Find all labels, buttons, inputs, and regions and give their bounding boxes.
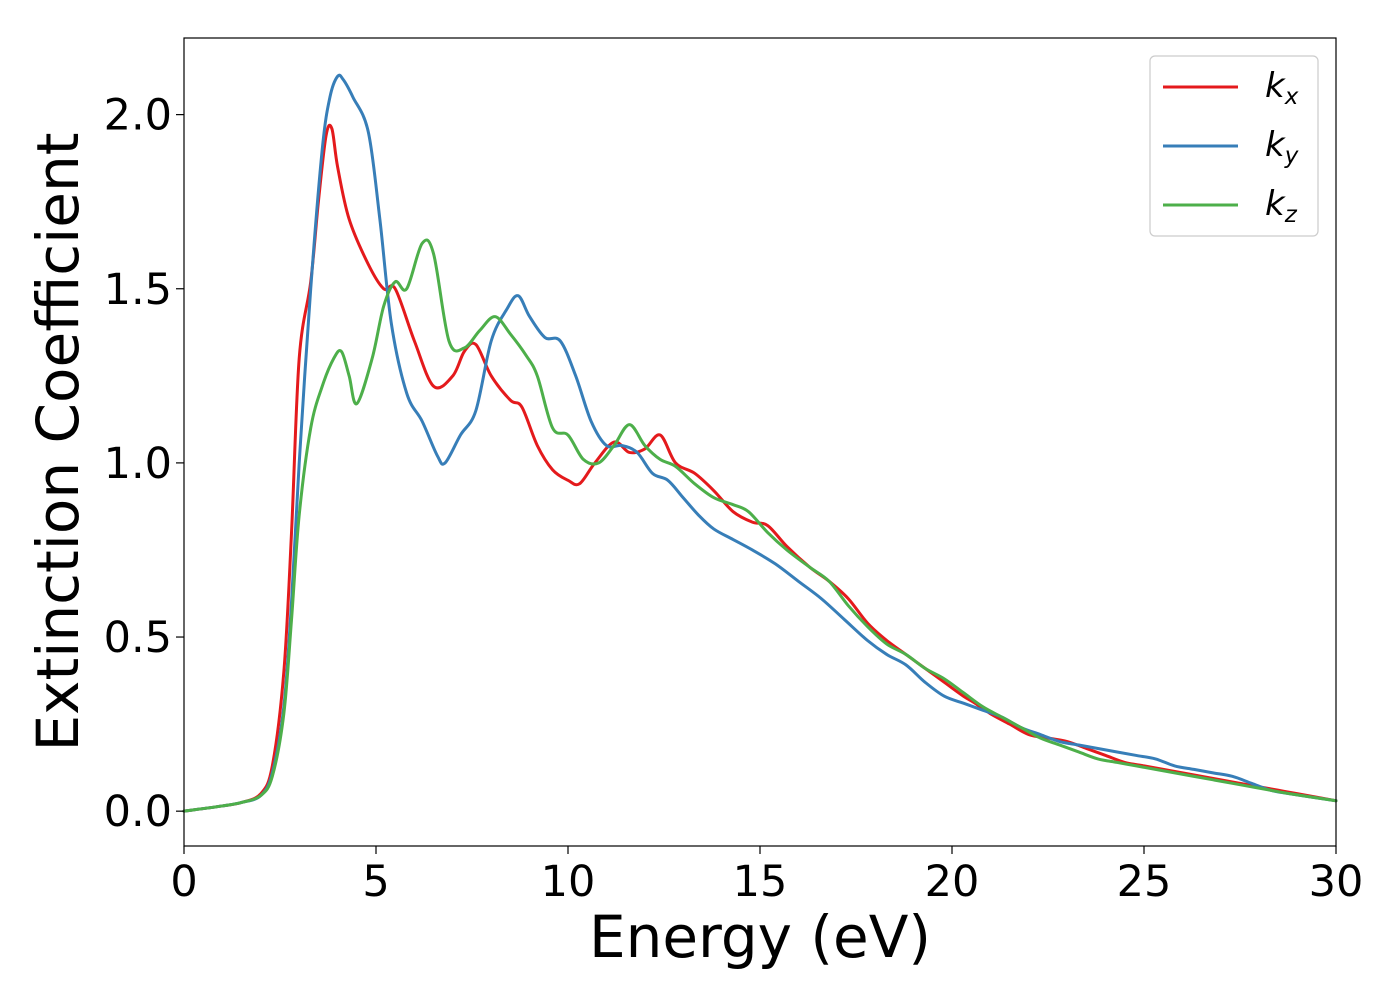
x-tick-label: 20 [925, 857, 980, 907]
legend-label-kx: kx [1265, 66, 1299, 110]
y-tick-label: 1.0 [104, 439, 172, 489]
series-line-kx [182, 123, 1338, 813]
legend-label-kz: kz [1265, 184, 1298, 228]
x-tick-label: 25 [1117, 857, 1172, 907]
y-tick-label: 0.5 [104, 613, 172, 663]
series-line-kz [182, 238, 1338, 813]
x-axis-label: Energy (eV) [589, 903, 931, 971]
series-layer [182, 73, 1338, 813]
series-line-ky [182, 73, 1338, 813]
y-axis-ticks: 0.0 0.5 1.0 1.5 2.0 [104, 91, 184, 837]
x-tick-label: 5 [362, 857, 389, 907]
legend: kx ky kz [1149, 55, 1319, 237]
legend-label-ky: ky [1265, 125, 1299, 169]
y-tick-label: 1.5 [104, 265, 172, 315]
y-axis-label: Extinction Coefficient [24, 133, 92, 752]
x-axis-ticks: 0 5 10 15 20 25 30 [170, 846, 1363, 907]
x-tick-label: 0 [170, 857, 197, 907]
x-tick-label: 15 [733, 857, 788, 907]
x-tick-label: 10 [541, 857, 596, 907]
y-tick-label: 2.0 [104, 91, 172, 141]
legend-items: kx ky kz [1163, 66, 1299, 228]
x-tick-label: 30 [1309, 857, 1364, 907]
y-tick-label: 0.0 [104, 787, 172, 837]
